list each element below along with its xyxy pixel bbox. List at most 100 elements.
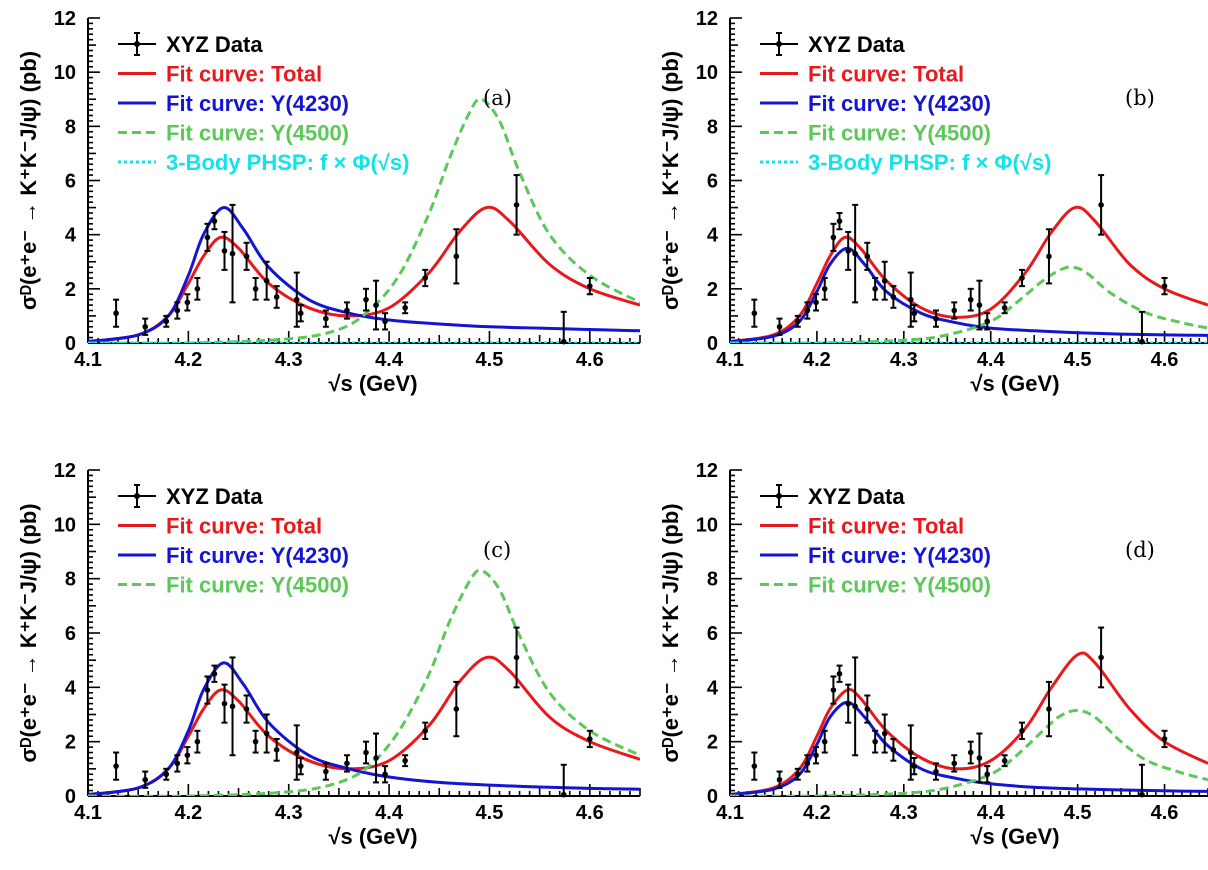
legend-label: Fit curve: Y(4230) [808,91,991,116]
panel-a-data-points [113,174,593,345]
y-tick-label: 8 [65,116,76,138]
data-point [932,762,939,781]
y-tick-label: 6 [65,623,76,645]
data-marker [852,703,858,710]
data-marker [363,296,369,303]
data-marker [872,738,878,745]
data-marker [382,771,388,778]
data-point [1001,754,1008,768]
legend-label: 3-Body PHSP: f × Φ(√s) [808,150,1051,175]
data-point [184,746,191,765]
legend-entry-data: XYZ Data [118,484,263,509]
data-marker [794,318,801,325]
data-marker [184,752,191,759]
data-marker [813,752,819,759]
data-point [382,312,389,331]
legend-entry-y4500: Fit curve: Y(4500) [760,573,991,598]
data-point [273,285,280,309]
data-marker [890,294,897,300]
data-marker [1019,728,1025,734]
data-point [252,729,259,754]
legend-entry-total: Fit curve: Total [760,514,964,539]
y-axis-title: σᴰ(e⁺e⁻ → K⁺K⁻J/ψ) (pb) [16,503,41,762]
data-point [951,754,958,773]
data-point [890,737,897,762]
data-marker [830,687,837,693]
data-point [194,277,201,301]
legend-label: Fit curve: Y(4230) [166,91,349,116]
data-point [273,737,280,762]
data-marker [1161,736,1168,742]
data-point [204,222,211,252]
x-axis-title: √s (GeV) [328,824,417,849]
panel-c-curves [88,568,640,796]
series-line-y4230 [88,206,640,343]
y-tick-label: 2 [65,279,76,301]
data-marker [804,307,811,314]
data-point [864,241,871,271]
panel-a-curves [88,97,640,343]
panel-label: (b) [1125,86,1155,110]
data-marker [845,700,851,707]
data-marker [142,323,149,330]
data-marker [751,310,758,317]
data-marker [852,250,858,257]
data-point [453,228,460,285]
data-point [243,694,250,724]
data-marker [194,286,201,292]
data-marker [881,730,888,737]
data-point [967,740,974,765]
legend-label: Fit curve: Y(4500) [166,573,349,598]
data-marker [907,749,914,756]
data-point [204,675,211,705]
data-point [1161,729,1168,749]
y-tick-label: 4 [707,225,719,247]
data-point [911,304,918,323]
data-marker [513,202,520,208]
data-point [872,277,879,301]
data-point [821,277,828,301]
x-tick-label: 4.4 [977,349,1006,371]
legend-entry-phsp: 3-Body PHSP: f × Φ(√s) [760,150,1051,175]
x-tick-label: 4.6 [1151,802,1179,824]
data-point [751,751,758,781]
data-point [845,230,852,271]
data-marker [836,218,843,224]
data-point [1098,626,1105,689]
y-tick-label: 10 [696,514,718,536]
data-point [1138,763,1145,798]
data-marker [560,791,567,798]
data-point [967,287,974,312]
data-marker [976,755,983,761]
panel-label: (c) [483,538,511,562]
data-marker [323,768,329,775]
legend-swatch-marker [134,41,140,47]
x-tick-label: 4.1 [716,349,744,371]
x-tick-label: 4.2 [803,349,831,371]
legend-swatch-marker [776,41,782,47]
data-marker [263,730,270,737]
data-marker [263,277,270,284]
legend-label: Fit curve: Y(4230) [166,543,349,568]
data-marker [933,768,939,775]
data-marker [845,248,851,254]
panel-c: 4.1 4.2 4.3 4.4 4.5 4.6 0 2 4 6 8 10 12 √s (GeV) σᴰ(e⁺… [16,460,641,849]
y-tick-label: 8 [65,569,76,591]
y-tick-label: 6 [707,171,718,193]
legend-entry-y4230: Fit curve: Y(4230) [760,543,991,568]
data-marker [911,763,918,769]
data-point [402,301,409,315]
legend-label: Fit curve: Y(4500) [166,121,349,146]
x-axis-title: √s (GeV) [328,371,417,396]
data-point [229,656,236,757]
data-point [560,763,567,798]
data-point [113,751,120,781]
x-tick-label: 4.2 [803,802,831,824]
data-point [1045,228,1052,285]
data-point [794,314,801,328]
data-point [864,694,871,724]
data-marker [813,299,819,306]
legend-entry-y4230: Fit curve: Y(4230) [118,91,349,116]
data-marker [453,706,460,712]
